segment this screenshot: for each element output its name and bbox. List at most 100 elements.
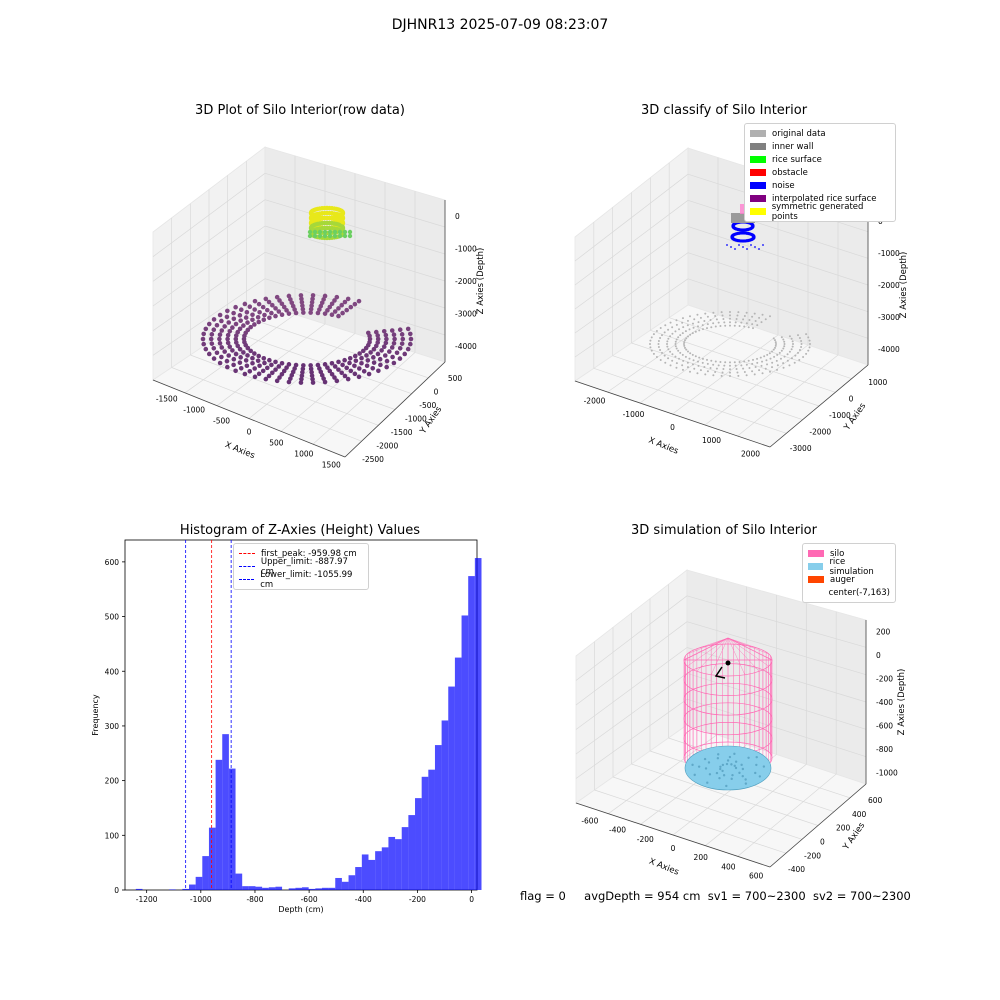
silo-roof-line <box>727 637 760 672</box>
original-data-point <box>681 353 684 356</box>
raw-point <box>375 336 381 342</box>
noise-point <box>758 248 760 250</box>
histogram-bar <box>454 657 462 890</box>
raw-point <box>381 329 387 334</box>
raw-point <box>225 332 231 338</box>
grid-line <box>184 314 296 394</box>
raw-point <box>252 374 258 380</box>
original-data-point <box>681 317 684 320</box>
original-data-point <box>734 364 737 367</box>
original-data-point <box>748 319 751 322</box>
raw-point <box>384 358 390 364</box>
original-data-point <box>714 325 717 328</box>
noise-point <box>738 244 740 246</box>
histogram-bar <box>401 827 409 890</box>
raw-point <box>359 355 364 361</box>
legend-label: center(-7,163) <box>828 587 890 598</box>
original-data-point <box>778 351 781 354</box>
original-data-point <box>722 368 725 371</box>
original-data-point <box>685 348 688 351</box>
raw-point <box>261 355 267 361</box>
y-tick-label: -1500 <box>391 428 413 437</box>
raw-point <box>209 332 215 337</box>
original-data-point <box>681 364 684 367</box>
histogram-bar <box>248 886 256 890</box>
histogram-bar <box>375 851 382 890</box>
original-data-point <box>765 359 768 362</box>
raw-point <box>299 299 305 305</box>
original-data-point <box>715 318 718 321</box>
raw-point <box>273 359 278 365</box>
x-tick-label: 1500 <box>322 461 341 470</box>
histogram-bar <box>135 888 143 890</box>
raw-point <box>233 351 239 357</box>
raw-top-point <box>340 220 346 225</box>
histogram-bar <box>388 836 396 890</box>
raw-point <box>309 303 314 309</box>
raw-point <box>336 306 341 311</box>
raw-point <box>233 368 238 374</box>
raw-point <box>376 368 381 374</box>
z-axis-label: Z Axies (Depth) <box>897 669 907 736</box>
original-data-point <box>657 343 660 345</box>
raw-point <box>211 356 217 361</box>
histogram-bar <box>341 881 349 890</box>
original-data-point <box>807 349 810 352</box>
raw-point <box>231 356 237 362</box>
x-axis-line <box>574 380 771 448</box>
x-tick-label: 200 <box>694 853 709 862</box>
rice-point <box>718 776 721 780</box>
raw-top-point <box>340 210 346 215</box>
raw-point <box>299 373 305 379</box>
raw-point <box>399 341 405 346</box>
raw-point <box>250 355 255 361</box>
raw-point <box>219 328 225 333</box>
histogram-bar <box>468 576 475 890</box>
silo-ring <box>683 702 773 736</box>
z-tick-label: -1000 <box>455 245 477 254</box>
original-data-point <box>754 319 757 322</box>
raw-top-point <box>347 229 353 235</box>
rice-point <box>755 763 758 767</box>
original-data-point <box>783 345 786 348</box>
original-data-point <box>696 313 699 316</box>
original-data-point <box>729 311 731 313</box>
legend-entry: center(-7,163) <box>808 586 890 599</box>
legend-entry: auger <box>808 573 890 586</box>
raw-point <box>256 319 262 325</box>
rice-point <box>707 761 711 764</box>
legend-entry: first_peak: -959.98 cm <box>239 547 363 560</box>
raw-point <box>300 306 306 312</box>
rice-point <box>733 764 736 768</box>
legend-swatch <box>750 130 766 137</box>
flag-text: flag = 0 <box>520 889 566 903</box>
original-data-point <box>659 359 662 361</box>
raw-top-point <box>322 233 328 239</box>
raw-point <box>214 322 220 328</box>
raw-point <box>219 345 225 350</box>
raw-point <box>329 301 335 307</box>
raw-point <box>227 329 233 334</box>
legend-label: original data <box>772 128 826 139</box>
noise-point <box>742 246 744 248</box>
raw-point <box>347 360 352 366</box>
original-data-point <box>684 355 687 358</box>
raw-point <box>325 365 330 370</box>
raw-point <box>248 324 254 330</box>
original-data-point <box>671 326 674 329</box>
raw-point <box>286 362 292 367</box>
original-data-point <box>745 374 748 377</box>
raw-point <box>378 362 383 368</box>
original-data-point <box>701 357 704 360</box>
original-data-point <box>758 369 761 372</box>
original-data-point <box>772 348 775 351</box>
original-data-point <box>745 311 748 314</box>
raw-point <box>329 371 335 377</box>
original-data-point <box>691 363 694 366</box>
raw-point <box>356 374 362 380</box>
raw-top-point <box>342 229 348 235</box>
histogram-bar <box>368 859 376 890</box>
rice-point <box>734 766 738 770</box>
original-data-point <box>805 333 808 336</box>
raw-point <box>250 312 255 318</box>
